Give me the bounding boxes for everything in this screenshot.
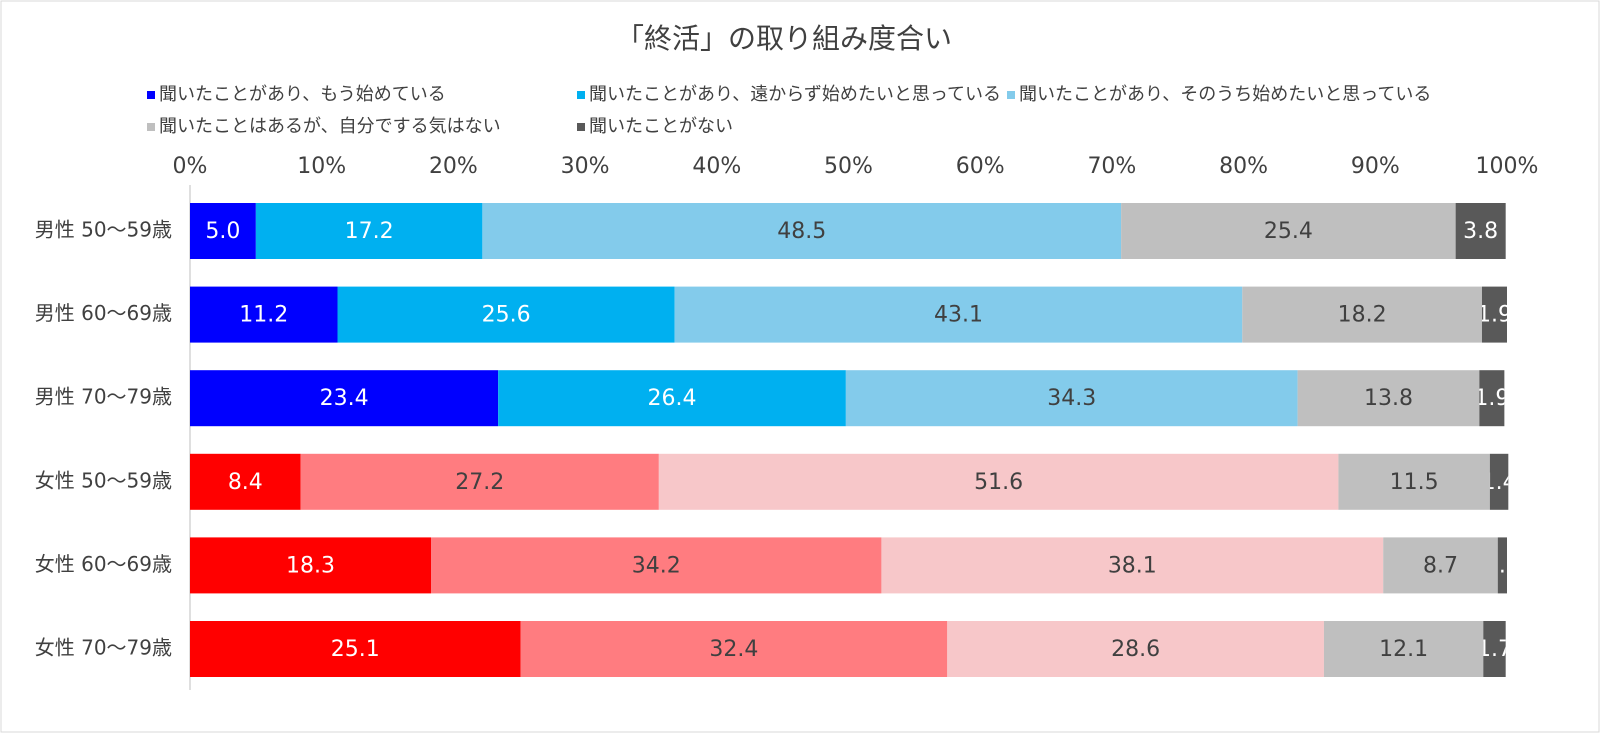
data-label: 1.7 [1477,637,1512,662]
y-tick-label: 女性 70～79歳 [35,636,172,660]
x-tick-label: 90% [1351,154,1400,179]
data-label: 43.1 [934,303,983,328]
legend-swatch [147,91,155,99]
bar-segment [498,370,846,427]
bar-segment [190,621,521,677]
x-tick-label: 40% [692,154,741,179]
bar-segment [1455,203,1506,259]
bar-segment [1383,537,1498,594]
data-label: 18.2 [1338,303,1387,328]
legend-swatch [147,123,155,131]
data-label: 28.6 [1111,637,1160,662]
bar-segment [1497,537,1507,594]
legend-label: 聞いたことはあるが、自分でする気はない [159,116,501,137]
bar-segment [1489,453,1509,510]
x-tick-label: 100% [1476,154,1539,179]
data-label: 5.0 [205,219,240,244]
x-tick-label: 0% [173,154,208,179]
bar-segment [300,453,659,510]
data-label: 25.1 [331,637,380,662]
bar-segment [1323,621,1484,677]
bar-segment [1481,286,1507,343]
legend-label: 聞いたことがない [589,116,733,137]
y-tick-label: 女性 60～69歳 [35,552,172,576]
data-label: 1.9 [1477,303,1512,328]
x-tick-label: 30% [561,154,610,179]
bar-segment [190,370,499,427]
data-label: 26.4 [648,386,697,411]
bar-segment [337,286,675,343]
bar-segment [1338,453,1490,510]
bar-segment [1483,621,1506,677]
bar-segment [1479,370,1505,427]
data-label: 11.2 [239,303,288,328]
data-label: 12.1 [1379,637,1428,662]
x-tick-label: 70% [1087,154,1136,179]
data-label: 34.2 [632,553,681,578]
data-label: 51.6 [974,470,1023,495]
data-label: 1.9 [1474,386,1509,411]
data-label: 3.8 [1463,219,1498,244]
x-tick-label: 20% [429,154,478,179]
chart-title: 「終活」の取り組み度合い [616,22,952,55]
bar-segment [190,537,432,594]
data-label: 1.4 [1482,470,1517,495]
bar-segment [845,370,1298,427]
x-tick-label: 10% [297,154,346,179]
y-tick-label: 女性 50～59歳 [35,468,172,492]
legend-label: 聞いたことがあり、そのうち始めたいと思っている [1019,84,1431,105]
bar-segment [947,621,1324,677]
y-tick-label: 男性 60～69歳 [35,301,172,325]
data-label: 23.4 [320,386,369,411]
bar-segment [1242,286,1482,343]
data-label: 8.4 [228,470,263,495]
x-tick-label: 80% [1219,154,1268,179]
bar-segment [190,203,256,259]
y-tick-label: 男性 50～59歳 [35,218,172,242]
data-label: 25.4 [1264,219,1313,244]
bar-segment [1297,370,1480,427]
bar-segment [431,537,882,594]
x-tick-label: 50% [824,154,873,179]
data-label: 11.5 [1390,470,1439,495]
bar-segment [482,203,1122,259]
bar-segment [658,453,1339,510]
y-tick-label: 男性 70～79歳 [35,385,172,409]
data-label: 18.3 [286,553,335,578]
bar-segment [1121,203,1456,259]
data-label: 17.2 [345,219,394,244]
data-label: 8.7 [1423,553,1458,578]
x-tick-label: 60% [956,154,1005,179]
bar-segment [881,537,1384,594]
legend-swatch [577,123,585,131]
legend-label: 聞いたことがあり、遠からず始めたいと思っている [589,84,1001,105]
bar-segment [255,203,483,259]
data-label: 25.6 [482,303,531,328]
data-label: 27.2 [455,470,504,495]
data-label: 48.5 [777,219,826,244]
data-label: 0.7 [1485,553,1520,578]
bar-segment [674,286,1243,343]
data-label: 38.1 [1108,553,1157,578]
bar-segment [190,453,301,510]
bar-segment [190,286,338,343]
data-label: 32.4 [709,637,758,662]
legend-swatch [577,91,585,99]
legend-swatch [1007,91,1015,99]
legend-label: 聞いたことがあり、もう始めている [159,84,446,105]
data-label: 34.3 [1047,386,1096,411]
bar-segment [520,621,948,677]
data-label: 13.8 [1364,386,1413,411]
